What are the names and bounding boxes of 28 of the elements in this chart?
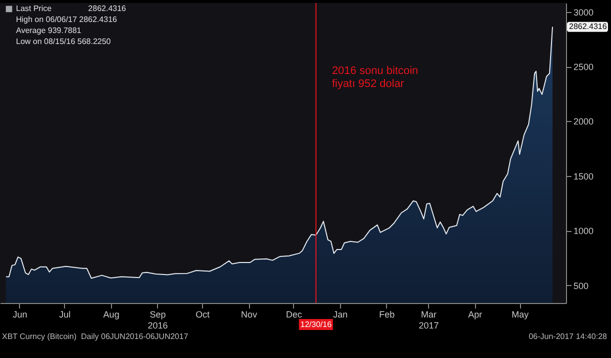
x-tick-label: Jun	[12, 310, 28, 320]
text: 06-Jun-2017 14:40:28	[528, 332, 607, 341]
y-tick-label: 2000	[574, 116, 594, 127]
y-tick-label: 2500	[574, 62, 594, 72]
x-tick-label: Jan	[333, 310, 348, 320]
annotation: 2016 sonu bitcoin fiyatı 952 dolar	[332, 65, 418, 90]
x-tick-label: Jul	[59, 310, 71, 320]
annotation: High on 06/06/17 2862.4316	[16, 15, 118, 24]
x-tick-label: Mar 2017	[418, 310, 439, 330]
x-tick-label: May	[512, 310, 530, 320]
legend-label: Last Price	[16, 4, 52, 13]
annotation: 2862.4316	[88, 4, 127, 13]
x-tick-label: Apr	[468, 310, 482, 320]
annotation: Average 939.7881	[16, 26, 82, 35]
y-tick-label: 500	[574, 280, 589, 291]
x-tick-label: Oct	[196, 310, 210, 320]
y-tick-label: 3000	[574, 7, 594, 18]
x-tick-label: Dec	[286, 310, 302, 320]
y-tick-label: 1500	[574, 171, 594, 182]
x-tick-label: Sep 2016	[148, 310, 168, 330]
x-tick-label: Nov	[241, 310, 258, 320]
ref-line-label: 12/30/16	[300, 320, 332, 329]
text: XBT Curncy (Bitcoin) Daily 06JUN2016-06JUN2017	[2, 332, 188, 341]
annotation: Low on 08/15/16 568.2250	[16, 37, 112, 46]
text: 2862.4316	[569, 22, 608, 31]
x-tick-label: Feb	[379, 310, 395, 320]
x-tick-label: Aug	[103, 310, 120, 320]
y-tick-label: 1000	[574, 226, 594, 236]
